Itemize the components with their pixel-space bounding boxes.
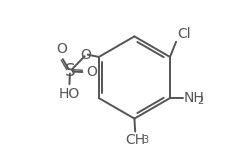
Text: O: O (80, 48, 91, 62)
Text: NH: NH (184, 91, 204, 105)
Text: O: O (86, 65, 97, 79)
Text: HO: HO (59, 87, 80, 101)
Text: Cl: Cl (177, 27, 190, 41)
Text: CH: CH (125, 133, 145, 147)
Text: 2: 2 (197, 96, 203, 106)
Text: 3: 3 (142, 135, 149, 145)
Text: S: S (65, 62, 75, 80)
Text: O: O (56, 42, 67, 56)
